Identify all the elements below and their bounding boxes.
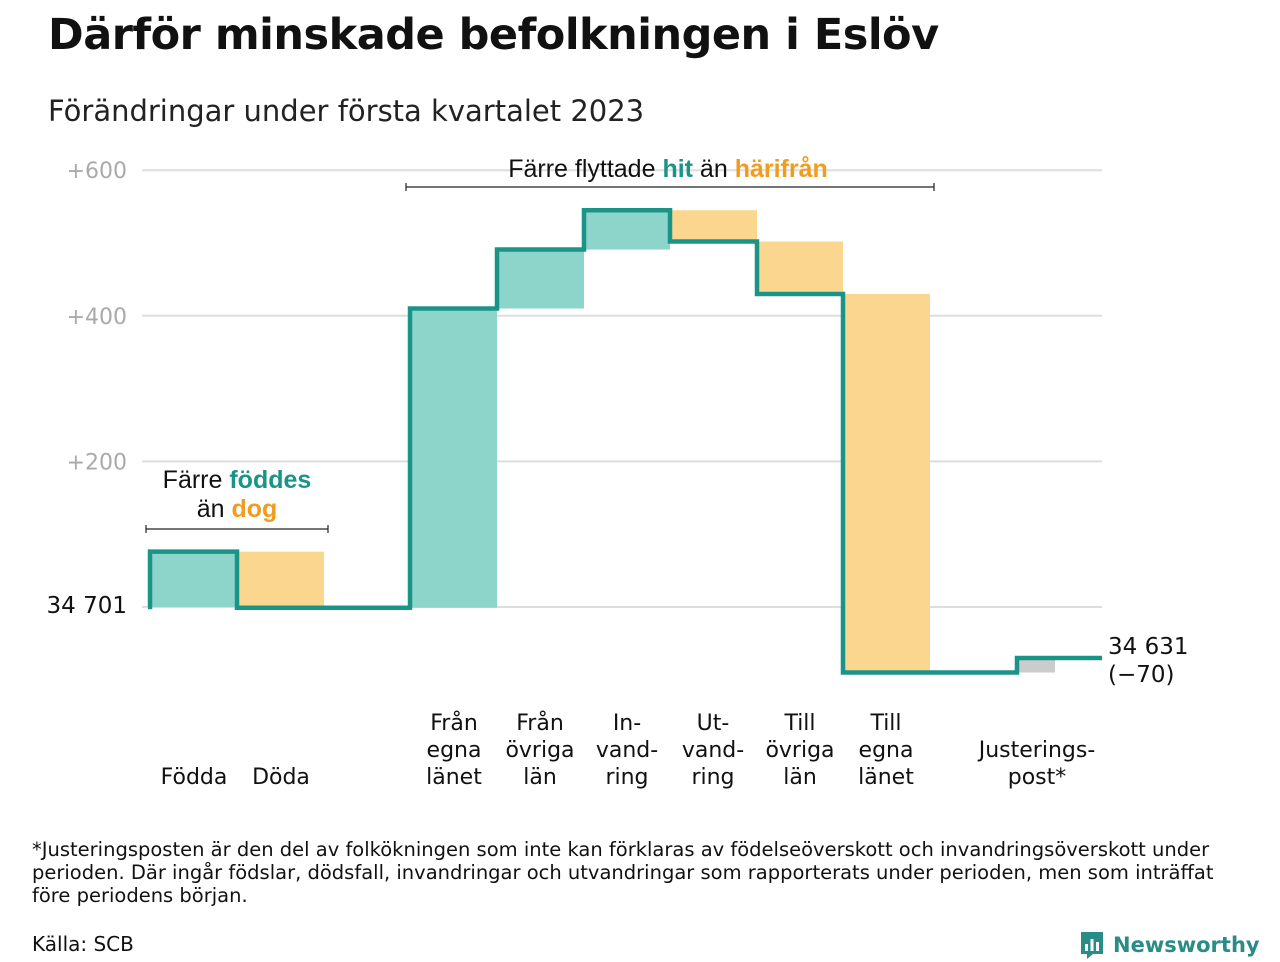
bar-döda bbox=[237, 551, 324, 608]
annotation-text-part: härifrån bbox=[735, 155, 828, 183]
category-label: övriga bbox=[505, 738, 574, 763]
y-tick-label: +400 bbox=[67, 305, 127, 330]
bar-ut-vand-ring bbox=[670, 210, 757, 242]
annotation-text-part: än bbox=[693, 155, 735, 183]
annotation-births-line2: än dog bbox=[197, 495, 278, 523]
annotation-births-line1: Färre föddes bbox=[163, 466, 312, 494]
category-label: Ut- bbox=[697, 711, 730, 736]
source-label: Källa: SCB bbox=[32, 932, 134, 956]
brand-name: Newsworthy bbox=[1113, 933, 1260, 957]
bar-födda bbox=[150, 551, 237, 607]
bar-in-vand-ring bbox=[584, 210, 670, 250]
category-label: Födda bbox=[161, 765, 228, 790]
annotation-text-part: dog bbox=[231, 495, 277, 523]
annotation-text-part: än bbox=[197, 495, 232, 523]
y-tick-label: +600 bbox=[67, 159, 127, 184]
category-label: länet bbox=[858, 765, 914, 790]
annotation-text-part: hit bbox=[662, 155, 693, 183]
newsworthy-logo-icon bbox=[1081, 932, 1103, 959]
chart-title: Därför minskade befolkningen i Eslöv bbox=[48, 10, 939, 60]
bar-från-övriga-län bbox=[497, 249, 584, 309]
category-label: Från bbox=[430, 710, 478, 736]
y-tick-label: +200 bbox=[67, 450, 127, 475]
category-label: Till bbox=[869, 711, 901, 736]
category-label: vand- bbox=[596, 738, 658, 763]
annotation-text-part: Färre flyttade bbox=[508, 155, 662, 183]
end-change-label: (−70) bbox=[1108, 662, 1174, 688]
footnote: *Justeringsposten är den del av folkökni… bbox=[32, 838, 1214, 907]
start-value-label: 34 701 bbox=[47, 593, 127, 619]
brand-logo[interactable]: Newsworthy bbox=[1079, 928, 1260, 962]
category-label: län bbox=[783, 765, 817, 790]
category-label: ring bbox=[691, 765, 734, 790]
category-label: Döda bbox=[252, 765, 310, 790]
category-label: egna bbox=[427, 738, 482, 763]
annotation-migration-line1: Färre flyttade hit än härifrån bbox=[508, 155, 828, 183]
bar-till-övriga-län bbox=[757, 241, 843, 294]
category-label: ring bbox=[605, 765, 648, 790]
bar-justerings-post bbox=[1017, 657, 1055, 673]
end-value-label: 34 631 bbox=[1108, 634, 1188, 660]
bar-till-egna-länet bbox=[843, 293, 930, 673]
category-label: In- bbox=[613, 711, 641, 736]
category-label: egna bbox=[859, 738, 914, 763]
category-label: Till bbox=[783, 711, 815, 736]
waterfall-chart: +200 +400 +600 34 701 34 631(−70) Födda Döda Fr… bbox=[47, 155, 1189, 790]
category-label: Justerings- bbox=[977, 738, 1096, 763]
annotation-text-part: föddes bbox=[229, 466, 311, 494]
category-label: Från bbox=[516, 710, 564, 736]
population-step-line bbox=[147, 207, 1102, 675]
category-label: länet bbox=[426, 765, 482, 790]
chart-subtitle: Förändringar under första kvartalet 2023 bbox=[48, 94, 645, 128]
category-label: vand- bbox=[682, 738, 744, 763]
category-label: övriga bbox=[765, 738, 834, 763]
annotation-text-part: Färre bbox=[163, 466, 230, 494]
category-label: post* bbox=[1008, 765, 1067, 790]
category-label: län bbox=[523, 765, 557, 790]
bar-från-egna-länet bbox=[410, 308, 497, 608]
